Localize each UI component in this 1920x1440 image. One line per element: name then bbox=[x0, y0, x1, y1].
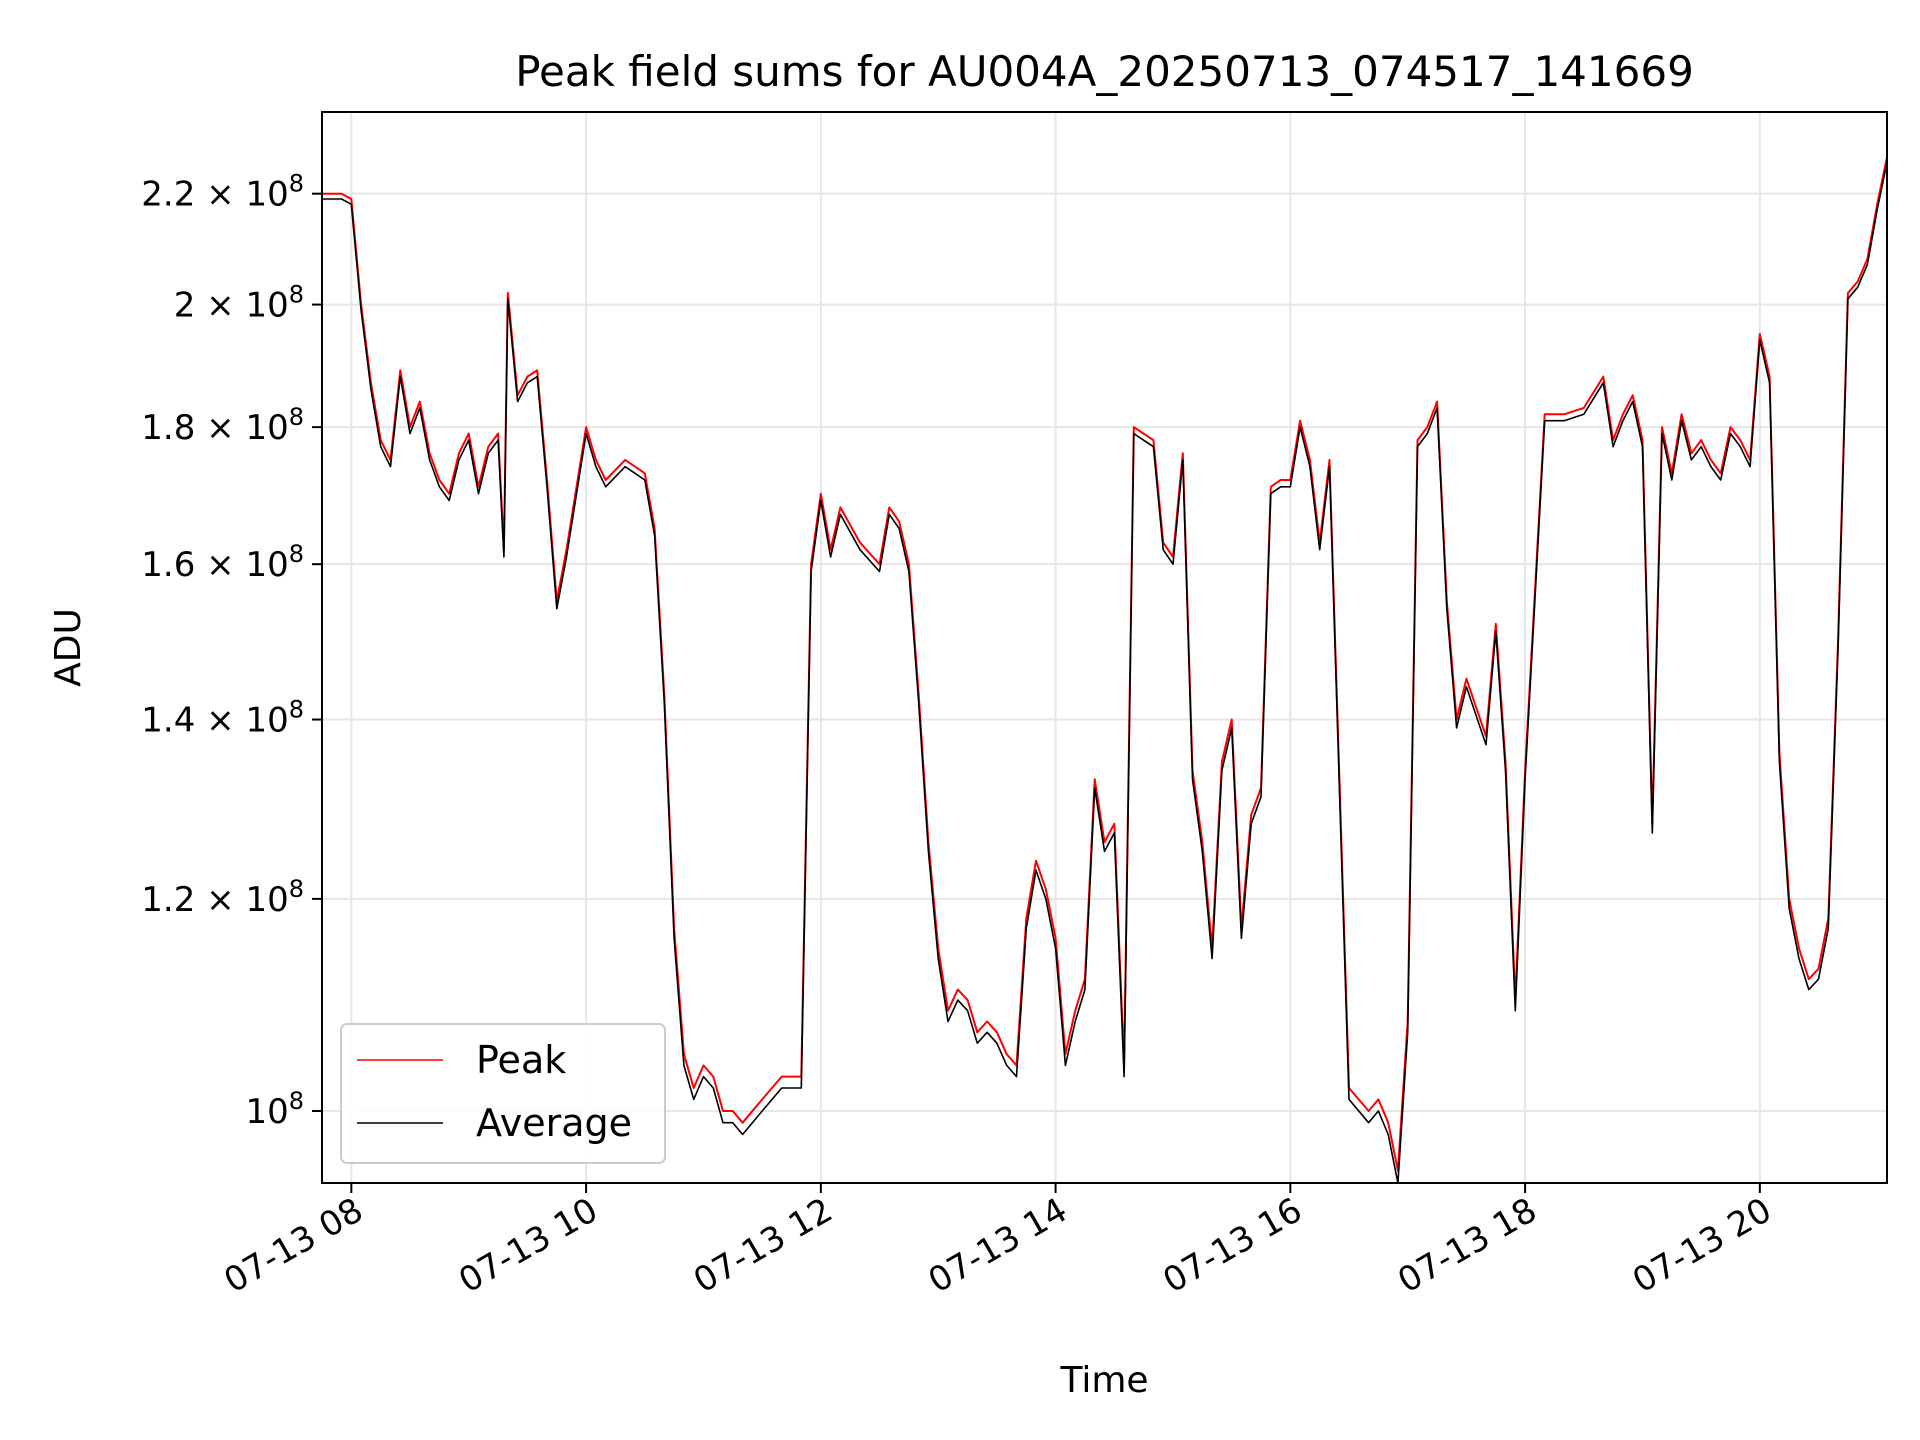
y-tick-label: 108 bbox=[245, 1087, 304, 1132]
legend: Peak Average bbox=[340, 1023, 666, 1164]
plot-frame bbox=[321, 111, 1888, 1184]
x-tick-label: 07-13 10 bbox=[452, 1190, 604, 1301]
x-tick-label: 07-13 12 bbox=[687, 1190, 839, 1301]
legend-box bbox=[340, 1023, 666, 1164]
x-tick-label: 07-13 18 bbox=[1391, 1190, 1543, 1301]
x-tick-label: 07-13 16 bbox=[1156, 1190, 1308, 1301]
x-axis: 07-13 08 07-13 10 07-13 12 07-13 14 07-13 16… bbox=[217, 1183, 1778, 1301]
series-line-average bbox=[322, 162, 1888, 1184]
y-tick-label: 2.2 × 108 bbox=[141, 170, 304, 215]
legend-entry-average: Average bbox=[476, 1101, 632, 1145]
y-axis: 108 1.2 × 108 1.4 × 108 1.6 × 108 1.8 × 108 2… bbox=[141, 170, 322, 1132]
chart-title: Peak field sums for AU004A_20250713_0745… bbox=[515, 47, 1694, 96]
series-layer bbox=[322, 156, 1888, 1184]
y-tick-label: 1.6 × 108 bbox=[141, 540, 304, 585]
x-tick-label: 07-13 14 bbox=[922, 1190, 1074, 1301]
x-axis-label: Time bbox=[1059, 1360, 1148, 1401]
x-tick-label: 07-13 20 bbox=[1626, 1190, 1778, 1301]
x-tick-label: 07-13 08 bbox=[217, 1190, 369, 1301]
y-tick-label: 1.4 × 108 bbox=[141, 696, 304, 741]
series-line-peak bbox=[322, 156, 1888, 1172]
y-tick-label: 2 × 108 bbox=[174, 281, 304, 326]
y-tick-label: 1.8 × 108 bbox=[141, 403, 304, 448]
y-tick-label: 1.2 × 108 bbox=[141, 875, 304, 920]
y-axis-label: ADU bbox=[48, 608, 89, 687]
grid bbox=[322, 112, 1887, 1183]
legend-entry-peak: Peak bbox=[476, 1038, 566, 1082]
